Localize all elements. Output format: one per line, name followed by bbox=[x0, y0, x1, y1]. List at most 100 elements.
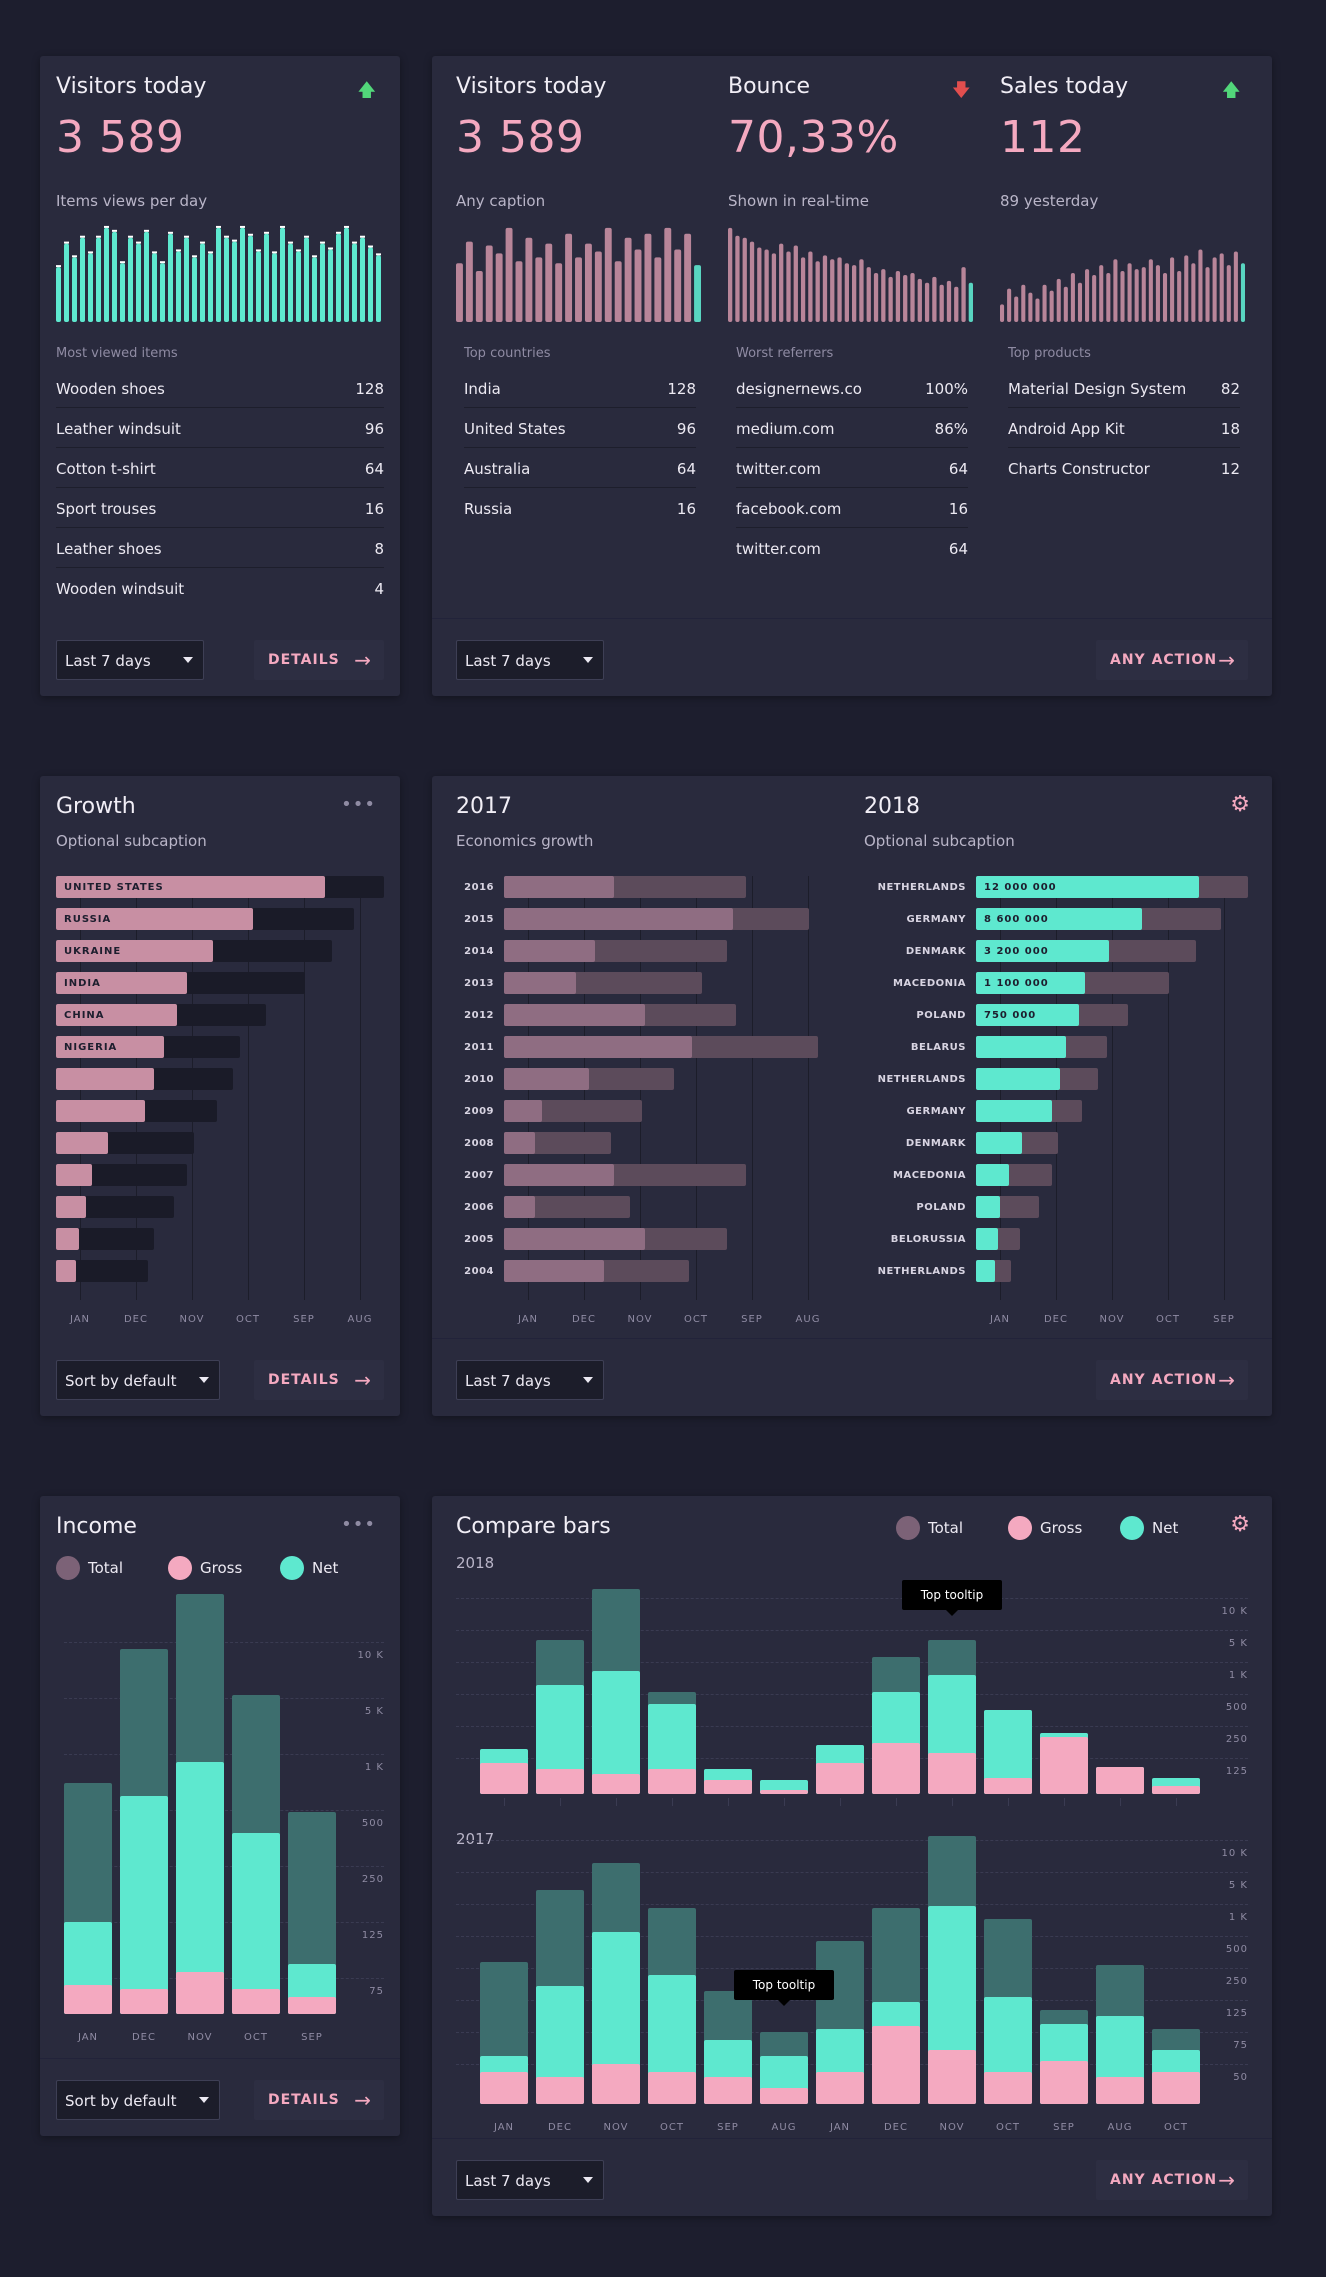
list-item[interactable]: Charts Constructor 12 bbox=[1008, 448, 1240, 488]
list-item[interactable]: facebook.com 16 bbox=[736, 488, 968, 528]
period-dropdown[interactable]: Last 7 days bbox=[456, 640, 604, 680]
spark-bar-cap bbox=[224, 235, 229, 238]
gear-icon[interactable]: ⚙ bbox=[1230, 1512, 1250, 1537]
bar-value bbox=[976, 1004, 1080, 1026]
details-button[interactable]: DETAILS → bbox=[254, 2080, 384, 2120]
grid-line bbox=[456, 1694, 1248, 1695]
divider bbox=[432, 1338, 1272, 1339]
bar-label: RUSSIA bbox=[64, 914, 112, 925]
x-axis-label: OCT bbox=[1164, 2122, 1188, 2133]
card-title: Compare bars bbox=[456, 1514, 611, 1539]
arrow-right-icon: → bbox=[1218, 2168, 1236, 2192]
col3-sparkline bbox=[1000, 249, 1245, 322]
list-item[interactable]: Australia 64 bbox=[464, 448, 696, 488]
item-value: 128 bbox=[355, 380, 384, 398]
x-tick bbox=[560, 1798, 561, 1806]
bar-value bbox=[56, 876, 325, 898]
spark-bar bbox=[1106, 273, 1111, 322]
list-item[interactable]: twitter.com 64 bbox=[736, 528, 968, 568]
spark-bar bbox=[256, 251, 261, 322]
period-dropdown[interactable]: Last 7 days bbox=[456, 1360, 604, 1400]
spark-bar-cap bbox=[56, 265, 61, 268]
list-item[interactable]: Sport trouses 16 bbox=[56, 488, 384, 528]
countries-list: India 128 United States 96 Australia 64 Russia… bbox=[464, 368, 696, 568]
bar-value bbox=[56, 1164, 93, 1186]
any-action-button[interactable]: ANY ACTION → bbox=[1096, 2160, 1248, 2200]
col1-caption: Any caption bbox=[456, 192, 546, 210]
spark-bar-cap bbox=[320, 241, 325, 244]
sort-dropdown[interactable]: Sort by default bbox=[56, 2080, 220, 2120]
list-title: Most viewed items bbox=[56, 346, 178, 361]
list-item[interactable]: Leather windsuit 96 bbox=[56, 408, 384, 448]
more-icon[interactable]: ••• bbox=[341, 794, 376, 815]
gear-icon[interactable]: ⚙ bbox=[1230, 792, 1250, 817]
spark-bar bbox=[495, 253, 503, 322]
bar-label: UNITED STATES bbox=[64, 882, 164, 893]
bar-value bbox=[976, 1164, 1009, 1186]
bar-value-label: 1 100 000 bbox=[984, 978, 1049, 989]
details-button[interactable]: DETAILS → bbox=[254, 640, 384, 680]
spark-bar bbox=[248, 235, 253, 322]
more-icon[interactable]: ••• bbox=[341, 1514, 376, 1535]
bar-gross bbox=[592, 2063, 640, 2104]
any-action-button[interactable]: ANY ACTION → bbox=[1096, 640, 1248, 680]
spark-bar bbox=[837, 257, 842, 322]
spark-bar bbox=[1219, 253, 1224, 322]
card-subtitle: Optional subcaption bbox=[56, 832, 207, 850]
spark-bar bbox=[144, 231, 149, 322]
details-button[interactable]: DETAILS → bbox=[254, 1360, 384, 1400]
bar-value bbox=[56, 1100, 145, 1122]
bar-value bbox=[976, 1132, 1023, 1154]
list-item[interactable]: Leather shoes 8 bbox=[56, 528, 384, 568]
list-item[interactable]: Android App Kit 18 bbox=[1008, 408, 1240, 448]
period-dropdown[interactable]: Last 7 days bbox=[56, 640, 204, 680]
bar-value bbox=[56, 1228, 79, 1250]
button-label: DETAILS bbox=[268, 1372, 340, 1388]
x-axis-label: NOV bbox=[627, 1314, 653, 1325]
list-item[interactable]: India 128 bbox=[464, 368, 696, 408]
any-action-button[interactable]: ANY ACTION → bbox=[1096, 1360, 1248, 1400]
tooltip: Top tooltip bbox=[902, 1580, 1002, 1616]
list-item[interactable]: United States 96 bbox=[464, 408, 696, 448]
spark-bar bbox=[1205, 267, 1210, 322]
spark-bar bbox=[786, 251, 791, 322]
spark-bar-cap bbox=[304, 235, 309, 238]
spark-bar-cap bbox=[336, 231, 341, 234]
bar-background bbox=[56, 1196, 175, 1218]
list-item[interactable]: Wooden shoes 128 bbox=[56, 368, 384, 408]
dropdown-label: Last 7 days bbox=[465, 2172, 551, 2190]
list-item[interactable]: Wooden windsuit 4 bbox=[56, 568, 384, 608]
grid-line bbox=[456, 1726, 1248, 1727]
x-axis-label: OCT bbox=[244, 2032, 268, 2043]
y-label: 2008 bbox=[464, 1138, 494, 1149]
spark-bar bbox=[535, 257, 543, 322]
arrow-right-icon: → bbox=[354, 1368, 372, 1392]
list-item[interactable]: designernews.co 100% bbox=[736, 368, 968, 408]
spark-bar bbox=[664, 227, 672, 322]
bar-gross bbox=[704, 2077, 752, 2104]
list-item[interactable]: Russia 16 bbox=[464, 488, 696, 528]
bar-gross bbox=[872, 2026, 920, 2104]
list-item[interactable]: medium.com 86% bbox=[736, 408, 968, 448]
y-label: MACEDONIA bbox=[893, 978, 966, 989]
col3-list-title: Top products bbox=[1008, 346, 1091, 361]
spark-bar bbox=[184, 237, 189, 322]
spark-bar bbox=[728, 227, 733, 322]
spark-bar bbox=[674, 249, 682, 322]
item-value: 128 bbox=[667, 380, 696, 398]
sort-dropdown[interactable]: Sort by default bbox=[56, 1360, 220, 1400]
spark-bar bbox=[815, 261, 820, 322]
item-value: 100% bbox=[925, 380, 968, 398]
button-label: ANY ACTION bbox=[1110, 1372, 1218, 1388]
spark-bar bbox=[288, 243, 293, 322]
sparkline-chart bbox=[56, 225, 381, 322]
period-dropdown[interactable]: Last 7 days bbox=[456, 2160, 604, 2200]
col2-value: 70,33% bbox=[728, 112, 899, 163]
spark-bar bbox=[1191, 263, 1196, 322]
list-item[interactable]: Material Design System 82 bbox=[1008, 368, 1240, 408]
legend-net-label: Net bbox=[1152, 1519, 1179, 1537]
list-item[interactable]: twitter.com 64 bbox=[736, 448, 968, 488]
spark-bar bbox=[232, 241, 237, 322]
list-item[interactable]: Cotton t-shirt 64 bbox=[56, 448, 384, 488]
x-axis-label: AUG bbox=[347, 1314, 373, 1325]
